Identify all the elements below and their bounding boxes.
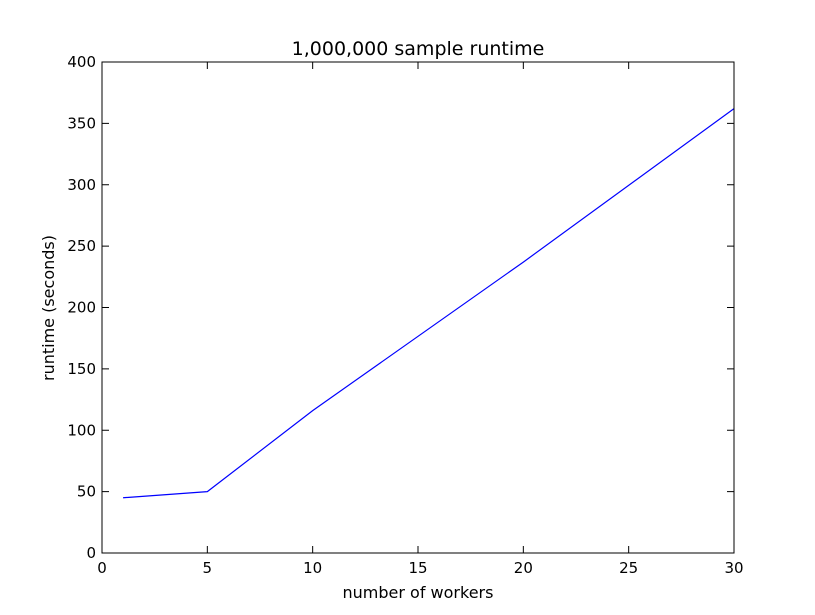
- y-axis-label: runtime (seconds): [39, 235, 58, 381]
- x-tick-label: 20: [514, 559, 533, 577]
- y-tick-label: 300: [67, 176, 96, 194]
- plot-area: [101, 61, 735, 554]
- y-axis-ticks: 0 50 100 150 200 250 300 350 400: [67, 53, 734, 562]
- y-tick-label: 50: [77, 483, 96, 501]
- x-tick-label: 15: [408, 559, 427, 577]
- x-axis-label: number of workers: [343, 583, 494, 602]
- series-line-0: [123, 108, 735, 499]
- y-tick-label: 400: [67, 53, 96, 71]
- y-tick-label: 100: [67, 421, 96, 439]
- x-tick-label: 25: [619, 559, 638, 577]
- x-tick-label: 0: [97, 559, 107, 577]
- y-tick-label: 250: [67, 237, 96, 255]
- y-tick-label: 0: [86, 544, 96, 562]
- x-axis-ticks: 0 5 10 15 20 25 30: [97, 62, 744, 577]
- plot-frame: [101, 61, 735, 554]
- x-tick-label: 5: [203, 559, 213, 577]
- x-tick-label: 30: [724, 559, 743, 577]
- y-tick-label: 350: [67, 114, 96, 132]
- x-tick-label: 10: [303, 559, 322, 577]
- y-tick-label: 200: [67, 299, 96, 317]
- chart-title: 1,000,000 sample runtime: [292, 38, 545, 60]
- y-tick-label: 150: [67, 360, 96, 378]
